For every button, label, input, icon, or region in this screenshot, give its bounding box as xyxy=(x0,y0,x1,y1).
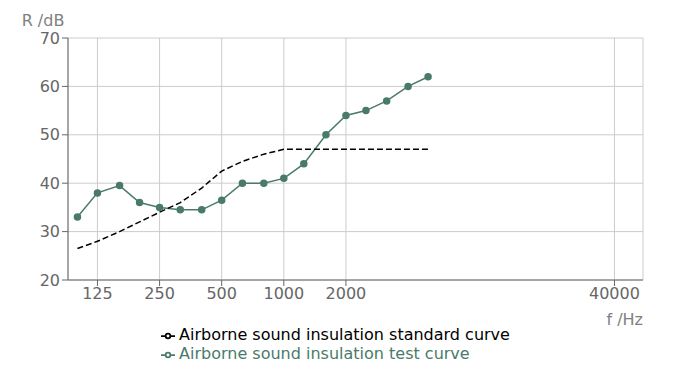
svg-text:125: 125 xyxy=(82,284,113,303)
svg-text:50: 50 xyxy=(40,125,60,144)
svg-text:R /dB: R /dB xyxy=(22,11,65,30)
svg-text:500: 500 xyxy=(206,284,237,303)
svg-text:60: 60 xyxy=(40,77,60,96)
svg-text:20: 20 xyxy=(40,271,60,290)
svg-text:1000: 1000 xyxy=(263,284,304,303)
svg-text:2000: 2000 xyxy=(326,284,367,303)
svg-text:f /Hz: f /Hz xyxy=(606,310,643,329)
svg-text:250: 250 xyxy=(144,284,175,303)
svg-text:30: 30 xyxy=(40,222,60,241)
html-text:Airborne sound insulation stan: Airborne sound insulation standard curve xyxy=(179,325,510,344)
html-text:Airborne sound insulation test: Airborne sound insulation test curve xyxy=(179,344,470,363)
svg-text:40000: 40000 xyxy=(589,284,640,303)
svg-text:70: 70 xyxy=(40,29,60,48)
svg-text:40: 40 xyxy=(40,174,60,193)
